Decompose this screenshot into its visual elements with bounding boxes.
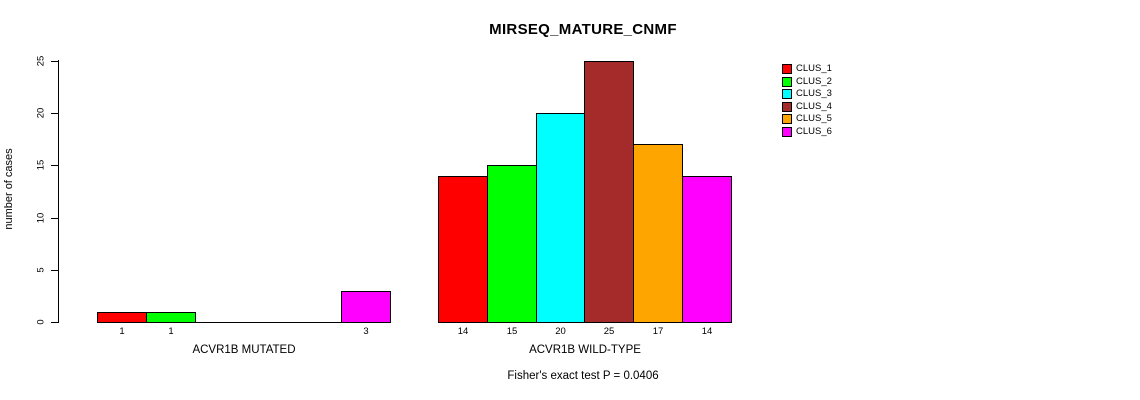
bar-value-label: 20 <box>555 326 566 337</box>
legend: CLUS_1 CLUS_2 CLUS_3 CLUS_4 CLUS_5 CLUS_6 <box>782 64 832 140</box>
legend-item-clus_4: CLUS_4 <box>782 100 832 112</box>
legend-item-clus_2: CLUS_2 <box>782 75 832 87</box>
y-tick-label-text: 25 <box>35 55 47 67</box>
y-tick-label-text: 0 <box>35 319 47 325</box>
group-label: ACVR1B MUTATED <box>192 344 296 356</box>
chart-bar-clus_3 <box>536 113 585 323</box>
y-tick <box>51 113 59 114</box>
chart-bar-clus_2 <box>487 165 537 323</box>
legend-swatch <box>782 101 792 112</box>
legend-swatch <box>782 76 792 87</box>
y-tick <box>51 218 59 219</box>
legend-label: CLUS_6 <box>796 125 832 137</box>
y-tick-label-text: 10 <box>35 212 47 224</box>
fisher-test-annotation: Fisher's exact test P = 0.0406 <box>507 370 659 382</box>
legend-label: CLUS_2 <box>796 75 832 87</box>
y-tick <box>51 165 59 166</box>
y-axis-title-text: number of cases <box>3 148 15 230</box>
legend-item-clus_6: CLUS_6 <box>782 125 832 137</box>
bar-value-label: 25 <box>603 326 615 337</box>
legend-swatch <box>782 89 792 100</box>
y-tick <box>51 322 59 323</box>
group-label: ACVR1B WILD-TYPE <box>529 344 641 356</box>
legend-label: CLUS_5 <box>796 113 832 125</box>
chart-bar-clus_1 <box>97 312 147 323</box>
chart-bar-clus_1 <box>438 176 488 323</box>
y-tick <box>51 270 59 271</box>
legend-label: CLUS_1 <box>796 63 832 74</box>
bar-value-label: 1 <box>168 326 174 337</box>
y-tick-label-text: 15 <box>35 159 47 171</box>
y-axis-line <box>58 60 59 323</box>
bar-value-label: 17 <box>652 326 664 337</box>
chart-bar-clus_4 <box>584 61 634 323</box>
bar-value-label: 15 <box>506 326 518 337</box>
legend-label: CLUS_4 <box>796 100 832 112</box>
legend-item-clus_5: CLUS_5 <box>782 113 832 125</box>
chart-bar-clus_2 <box>146 312 196 323</box>
legend-item-clus_3: CLUS_3 <box>782 88 832 100</box>
chart-bar-clus_5 <box>633 144 683 323</box>
legend-label: CLUS_3 <box>796 88 832 100</box>
y-tick-label-text: 5 <box>35 267 47 273</box>
y-tick <box>51 61 59 62</box>
group-baseline <box>97 322 391 323</box>
chart-bar-clus_6 <box>682 176 732 323</box>
bar-value-label: 1 <box>119 326 125 337</box>
legend-item-clus_1: CLUS_1 <box>782 64 832 74</box>
y-tick-label-text: 20 <box>35 107 47 119</box>
bar-value-label: 3 <box>363 326 369 337</box>
legend-swatch <box>782 64 792 74</box>
legend-swatch <box>782 114 792 125</box>
bar-value-label: 14 <box>457 326 469 337</box>
chart-bar-clus_6 <box>341 291 391 323</box>
chart-title: MIRSEQ_MATURE_CNMF <box>489 21 677 38</box>
legend-swatch <box>782 126 792 137</box>
bar-value-label: 14 <box>701 326 713 337</box>
